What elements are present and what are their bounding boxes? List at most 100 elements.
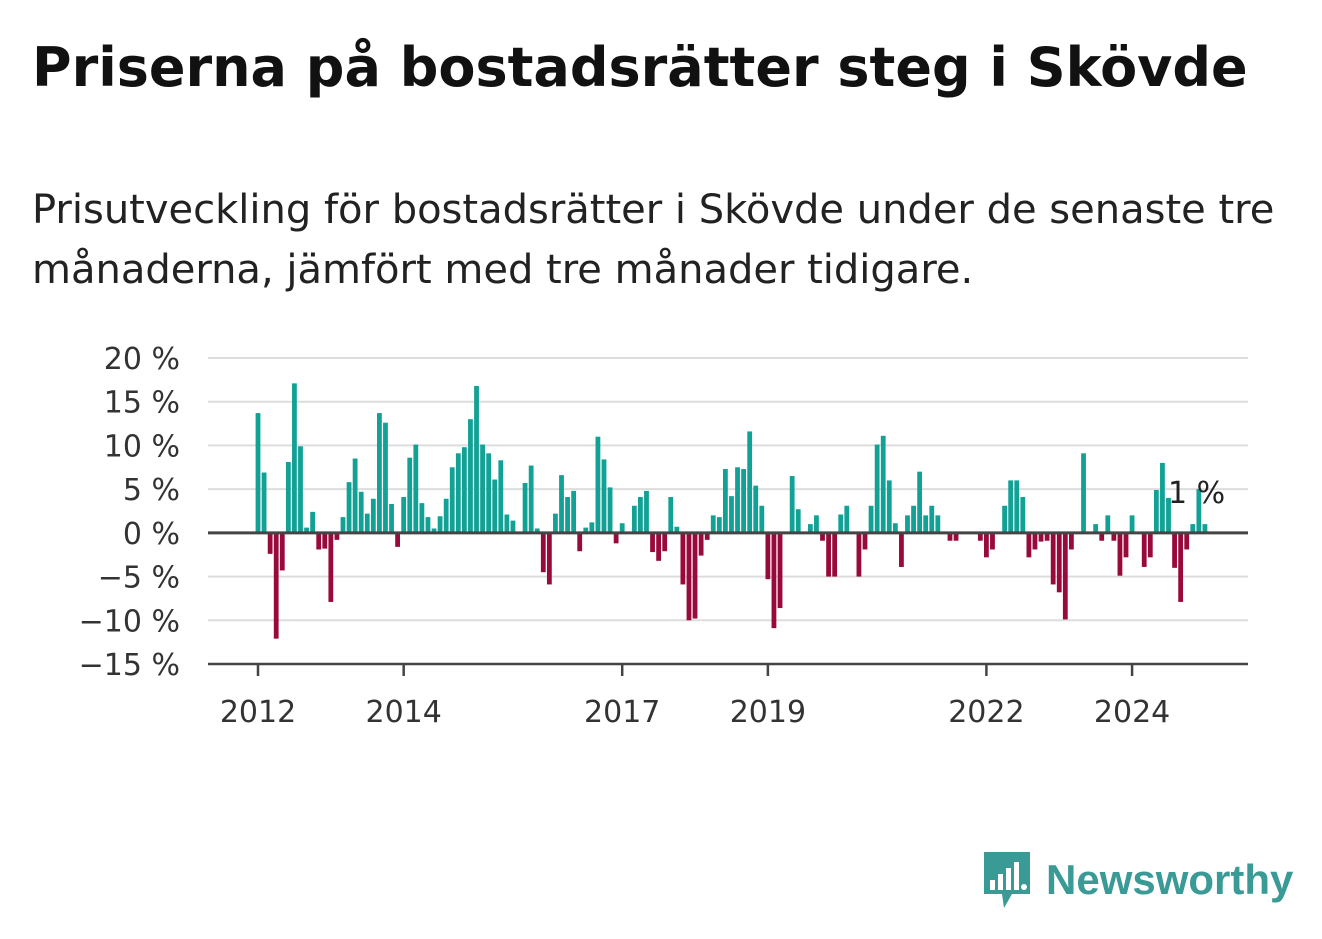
x-tick-label: 2024 <box>1094 695 1170 730</box>
bar <box>407 457 413 533</box>
bar <box>261 472 267 533</box>
bar <box>389 504 394 533</box>
bar <box>498 460 504 533</box>
bar <box>1068 532 1074 550</box>
bar <box>1008 480 1014 533</box>
bar <box>1160 462 1165 533</box>
bar <box>316 532 322 550</box>
bar <box>279 532 285 571</box>
x-tick-label: 2017 <box>584 695 660 730</box>
bar <box>607 487 613 533</box>
bar <box>425 517 431 533</box>
bar <box>522 483 528 533</box>
bar <box>571 490 577 533</box>
bar <box>656 532 662 561</box>
bar <box>680 532 686 585</box>
grid-lines <box>208 357 1248 622</box>
bar <box>383 422 388 533</box>
bar <box>1129 515 1135 533</box>
bar <box>352 458 358 533</box>
bar <box>1147 532 1153 558</box>
bar <box>273 532 279 639</box>
bar <box>729 496 734 533</box>
bar <box>298 446 303 533</box>
bar <box>310 511 316 533</box>
bar <box>704 532 710 540</box>
bar <box>777 532 783 609</box>
bar <box>807 524 813 533</box>
bar <box>814 515 819 533</box>
bar <box>1141 532 1147 567</box>
bar <box>668 497 674 533</box>
bar <box>917 471 923 533</box>
bar <box>449 467 455 533</box>
bar <box>753 485 759 533</box>
bar <box>619 523 625 533</box>
bar <box>741 469 746 533</box>
bar <box>468 419 473 533</box>
bar <box>461 447 467 533</box>
bar <box>1093 524 1099 533</box>
bar <box>443 498 449 533</box>
bar <box>559 475 564 533</box>
bar <box>474 385 479 533</box>
bar <box>692 532 698 619</box>
x-tick-label: 2012 <box>220 695 296 730</box>
bar <box>662 532 668 552</box>
bar <box>1190 524 1196 533</box>
x-tick-label: 2022 <box>948 695 1024 730</box>
y-tick-label: 15 % <box>104 386 180 421</box>
bar <box>577 532 583 552</box>
bar <box>838 514 844 533</box>
bar <box>716 517 722 533</box>
bar <box>528 465 534 533</box>
bar <box>1178 532 1184 602</box>
bar <box>595 436 601 533</box>
bar <box>358 491 364 533</box>
bar <box>437 516 443 533</box>
bar <box>346 482 352 533</box>
bar <box>285 462 291 533</box>
bar <box>340 517 346 533</box>
bar <box>1062 532 1068 620</box>
bar <box>1081 453 1086 533</box>
bar <box>486 453 492 533</box>
bar <box>1196 489 1202 533</box>
bar <box>1056 532 1062 593</box>
bar <box>504 514 510 533</box>
bar <box>880 435 886 533</box>
tick-labels: 20 % 15 % 10 % 5 % 0 % −5 % −10 % −15 % 2012 2014… <box>79 342 1226 730</box>
bar <box>419 503 425 533</box>
bar <box>698 532 704 556</box>
bar <box>492 479 498 533</box>
bar <box>1020 497 1026 533</box>
bar <box>480 444 485 533</box>
bar <box>650 532 655 553</box>
bar <box>1117 532 1123 576</box>
bar <box>1002 505 1008 533</box>
bar <box>1032 532 1038 550</box>
bar <box>674 526 680 533</box>
bar <box>856 532 862 577</box>
bar <box>1166 497 1171 533</box>
bar <box>644 490 649 533</box>
bar <box>862 532 868 550</box>
bar <box>638 497 643 533</box>
bar <box>534 528 540 533</box>
bar <box>984 532 989 558</box>
chart-title: Priserna på bostadsrätter steg i Skövde <box>32 36 1248 99</box>
bar <box>977 532 983 541</box>
bar <box>1111 532 1117 541</box>
bar <box>765 532 771 580</box>
y-tick-label: −5 % <box>98 561 180 596</box>
bar <box>413 444 419 533</box>
bar <box>710 515 716 533</box>
newsworthy-logo-icon <box>984 852 1030 908</box>
y-tick-label: 20 % <box>104 342 180 377</box>
bar <box>722 469 728 533</box>
bar <box>1026 532 1032 558</box>
x-tick-label: 2014 <box>366 695 442 730</box>
bar <box>820 532 825 541</box>
bar <box>1202 524 1208 533</box>
bar <box>771 532 777 629</box>
